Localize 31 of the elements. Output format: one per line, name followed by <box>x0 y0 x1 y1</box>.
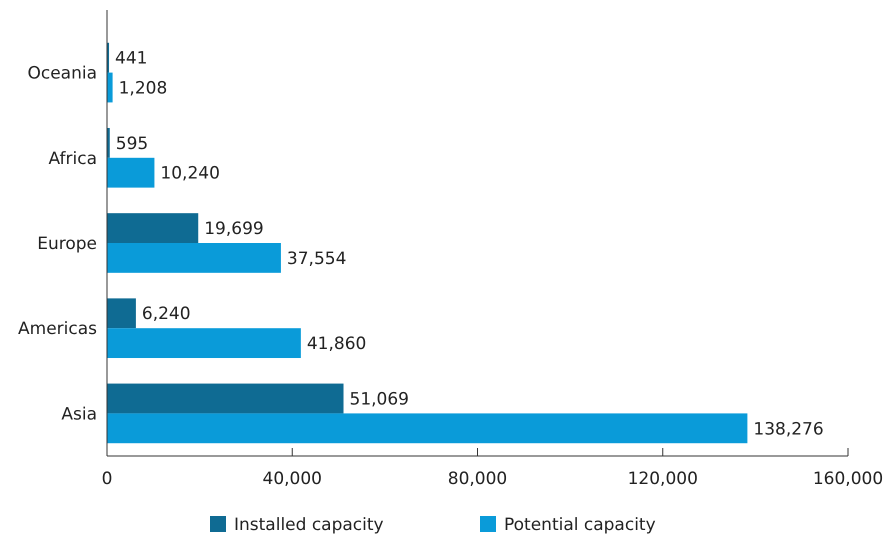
data-label: 10,240 <box>160 164 220 184</box>
data-label: 51,069 <box>350 389 409 410</box>
data-label: 138,276 <box>753 419 824 440</box>
legend-label: Potential capacity <box>504 514 656 535</box>
x-tick-label: 120,000 <box>628 469 698 489</box>
legend-label: Installed capacity <box>234 514 384 535</box>
data-label: 37,554 <box>286 248 346 269</box>
bar <box>107 298 136 328</box>
y-tick-label: Oceania <box>27 64 97 84</box>
data-label: 595 <box>116 134 148 154</box>
y-tick-label: Africa <box>48 148 97 169</box>
bar <box>107 72 113 102</box>
y-tick-label: Asia <box>61 404 97 424</box>
bar <box>107 128 110 158</box>
bar <box>107 243 281 273</box>
bar <box>107 413 748 444</box>
data-label: 441 <box>115 48 148 69</box>
bar <box>107 158 154 188</box>
bar <box>107 213 198 243</box>
y-tick-label: Europe <box>37 234 97 254</box>
data-label: 1,208 <box>118 78 168 98</box>
x-tick-label: 40,000 <box>262 469 322 489</box>
data-label: 41,860 <box>306 334 366 354</box>
data-label: 6,240 <box>142 304 191 324</box>
bar <box>107 384 344 414</box>
data-label: 19,699 <box>204 219 264 240</box>
x-tick-label: 0 <box>102 469 112 489</box>
y-tick-label: Americas <box>18 319 98 340</box>
x-tick-label: 160,000 <box>812 469 884 489</box>
x-tick-label: 80,000 <box>448 469 508 489</box>
bar <box>107 328 301 358</box>
